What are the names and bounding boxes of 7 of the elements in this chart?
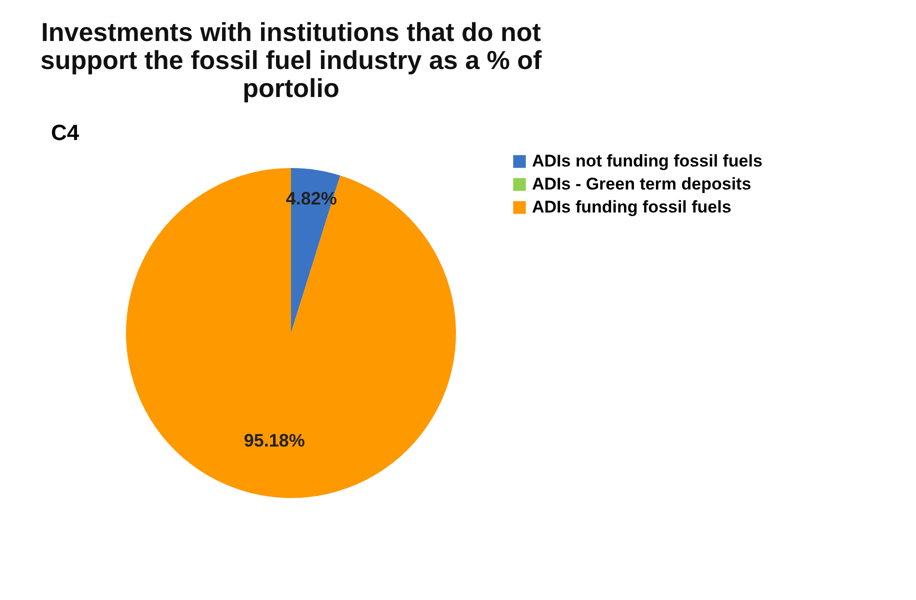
data-label: 95.18% bbox=[244, 430, 305, 451]
legend-label: ADIs funding fossil fuels bbox=[532, 198, 732, 216]
legend-label: ADIs - Green term deposits bbox=[532, 174, 752, 194]
pie-slice bbox=[126, 168, 456, 498]
chart-title: Investments with institutions that do not support the fossil fuel industry as a % of portolio bbox=[40, 17, 542, 103]
text: C4 bbox=[51, 120, 80, 145]
legend-label: ADIs not funding fossil fuels bbox=[532, 152, 762, 170]
